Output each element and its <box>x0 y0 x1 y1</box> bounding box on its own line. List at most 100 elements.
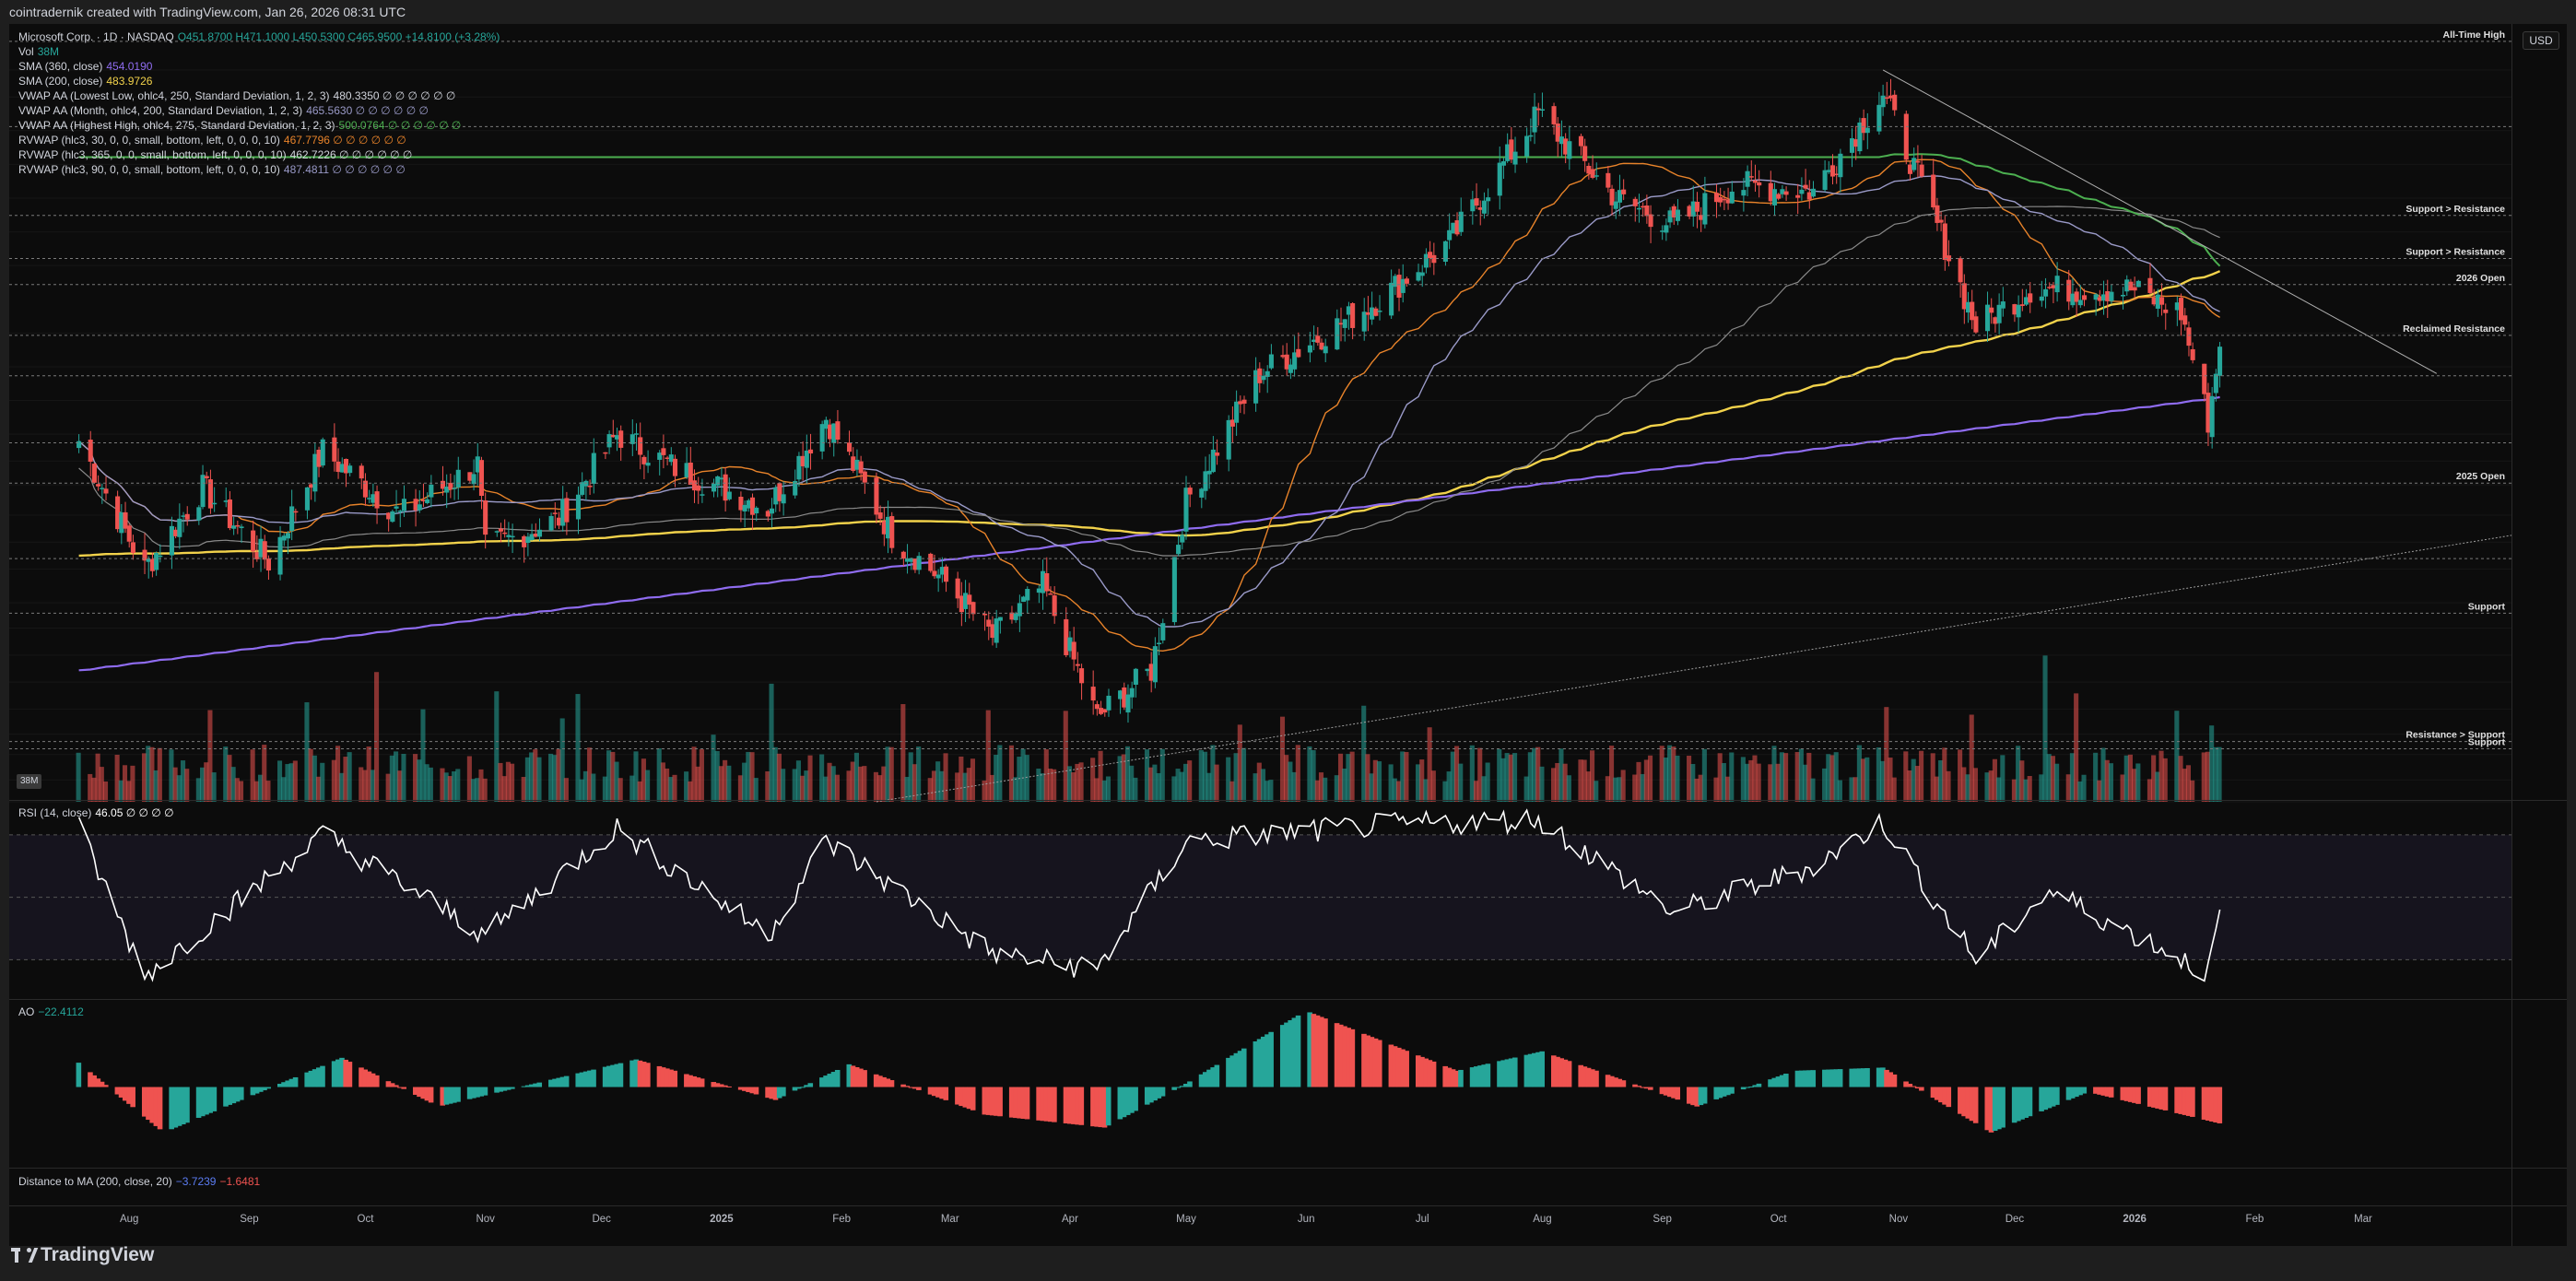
candle-body <box>1075 664 1080 666</box>
legend-rsi[interactable]: RSI (14, close) 46.05 ∅ ∅ ∅ ∅ <box>18 805 174 820</box>
volume-bar <box>1036 769 1041 802</box>
candle-body <box>1911 158 1917 170</box>
legend-distance[interactable]: Distance to MA (200, close, 20) −3.7239 −1… <box>18 1174 260 1189</box>
volume-bar <box>2104 759 2110 802</box>
volume-bar <box>2178 756 2183 802</box>
candle-body <box>1307 345 1312 353</box>
volume-bar <box>1585 771 1591 802</box>
candle-body <box>1559 136 1564 145</box>
volume-bar <box>501 776 507 802</box>
volume-bar <box>1833 752 1839 802</box>
currency-button[interactable]: USD <box>2523 31 2559 50</box>
legend-vwap-high-label: VWAP AA (Highest High, ohlc4, 275, Stand… <box>18 119 335 132</box>
legend-distance-value-2: −1.6481 <box>219 1175 261 1188</box>
candle-body <box>909 558 914 562</box>
ao-bar <box>912 1087 918 1089</box>
volume-bar <box>943 753 948 802</box>
candle-body <box>1133 668 1138 685</box>
volume-bar <box>250 749 255 802</box>
volume-bar <box>253 781 259 802</box>
candle-body <box>633 433 640 435</box>
volume-bar <box>257 774 264 802</box>
plot-area[interactable]: 548.00540.00530.00520.00510.00500.00490.… <box>9 24 2566 1246</box>
candle-body <box>522 535 527 547</box>
volume-bar <box>2217 746 2222 802</box>
volume-bar <box>2039 774 2044 802</box>
candle-body <box>2023 297 2029 305</box>
candle-body <box>719 477 724 480</box>
ao-bar <box>1551 1055 1557 1087</box>
level-label: Support > Resistance <box>2405 246 2505 257</box>
ao-bar <box>927 1087 934 1095</box>
candle-body <box>440 480 446 489</box>
price-axis[interactable] <box>2511 24 2567 1246</box>
candle-body <box>304 487 310 511</box>
candle-body <box>1664 225 1669 233</box>
candle-body <box>2124 279 2130 292</box>
candle-body <box>1199 488 1205 498</box>
candle-body <box>130 542 135 554</box>
ao-bar <box>699 1078 705 1087</box>
candle-body <box>362 480 369 498</box>
candle-body <box>1106 695 1112 711</box>
candle-body <box>1822 170 1828 191</box>
footer-bar <box>0 1246 2576 1281</box>
candle-body <box>1938 219 1944 223</box>
candle-body <box>997 617 1003 621</box>
candle-body <box>169 525 174 556</box>
ao-bar <box>1253 1041 1259 1087</box>
candle-body <box>371 494 376 503</box>
chart-area[interactable]: 548.00540.00530.00520.00510.00500.00490.… <box>9 24 2567 1246</box>
candle-body <box>359 465 364 479</box>
candle-body <box>1064 618 1069 655</box>
ao-bar <box>424 1087 430 1101</box>
volume-bar <box>1307 746 1312 802</box>
candle-body <box>1264 370 1270 377</box>
candle-body <box>420 499 427 501</box>
candle-body <box>1241 399 1247 404</box>
volume-bar <box>420 709 426 802</box>
candle-body <box>885 516 891 539</box>
candle-body <box>2070 293 2076 306</box>
volume-bar <box>800 775 806 802</box>
legend-main[interactable]: Microsoft Corp. · 1D · NASDAQ O451.8700 H… <box>18 29 500 177</box>
candle-body <box>1555 123 1560 142</box>
ao-bar <box>1938 1087 1944 1103</box>
candle-body <box>618 430 624 448</box>
volume-bar <box>877 775 883 802</box>
ao-bar <box>959 1087 964 1107</box>
legend-rvwap365-value: 462.7226 ∅ ∅ ∅ ∅ ∅ ∅ <box>289 148 413 161</box>
volume-bar <box>1643 759 1649 802</box>
candle-body <box>2074 291 2079 302</box>
pane-divider-ao[interactable] <box>9 999 2567 1000</box>
ao-bar <box>1133 1087 1138 1111</box>
volume-bar <box>1311 750 1316 802</box>
legend-ao[interactable]: AO −22.4112 <box>18 1005 84 1019</box>
ao-bar <box>316 1067 322 1087</box>
level-label: Resistance > Support <box>2405 730 2505 741</box>
candle-body <box>1834 173 1840 175</box>
candle-body <box>1512 151 1518 165</box>
ao-bar <box>606 1065 612 1087</box>
level-label: Support > Resistance <box>2405 204 2505 215</box>
pane-divider-distance[interactable] <box>9 1168 2567 1169</box>
ao-bar <box>807 1083 814 1087</box>
tradingview-brand[interactable]: TradingView <box>11 1241 154 1269</box>
volume-bar <box>91 777 97 802</box>
ao-bar <box>362 1069 369 1087</box>
ao-bar <box>591 1069 596 1087</box>
candle-body <box>1505 144 1511 161</box>
candle-body <box>1606 172 1611 188</box>
ao-bar <box>916 1087 922 1090</box>
ao-bar <box>482 1087 488 1096</box>
ao-bar <box>1729 1087 1735 1094</box>
ao-bar <box>1117 1087 1123 1120</box>
candle-body <box>1470 199 1476 212</box>
volume-bar <box>99 767 104 802</box>
candle-body <box>1829 165 1836 177</box>
ao-bar <box>1233 1052 1240 1087</box>
volume-bar <box>955 772 960 802</box>
candle-body <box>990 624 995 639</box>
candle-body <box>1857 122 1863 152</box>
pane-divider-rsi[interactable] <box>9 800 2567 801</box>
